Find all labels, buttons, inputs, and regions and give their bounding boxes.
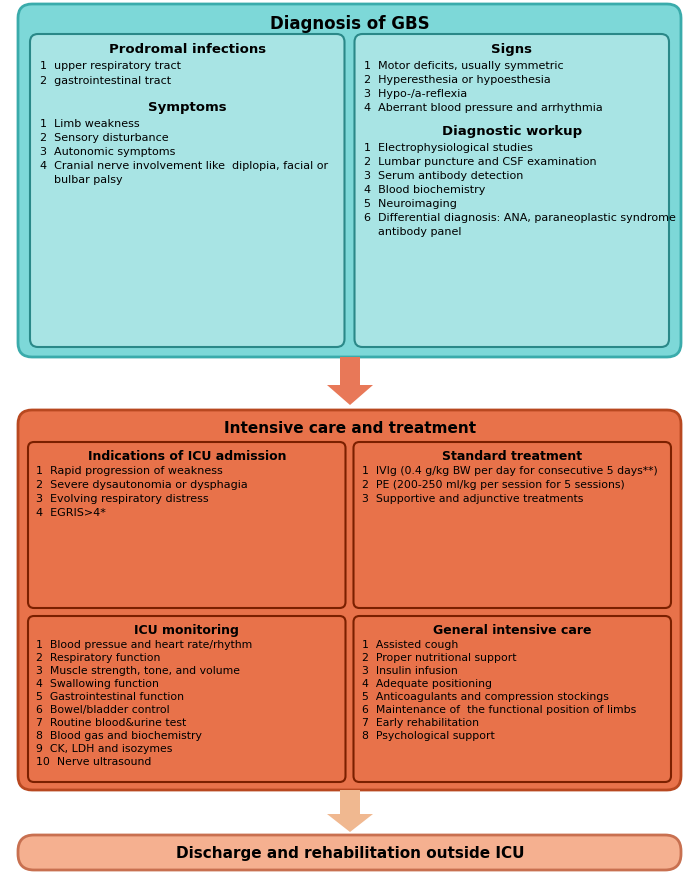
Text: 5  Anticoagulants and compression stockings: 5 Anticoagulants and compression stockin… <box>361 691 608 702</box>
Text: Standard treatment: Standard treatment <box>442 450 582 463</box>
Polygon shape <box>327 357 373 406</box>
Text: ICU monitoring: ICU monitoring <box>134 623 239 637</box>
Text: 9  CK, LDH and isozymes: 9 CK, LDH and isozymes <box>36 743 173 753</box>
Text: 3  Insulin infusion: 3 Insulin infusion <box>361 666 457 675</box>
Text: 10  Nerve ultrasound: 10 Nerve ultrasound <box>36 756 152 766</box>
FancyBboxPatch shape <box>354 443 671 608</box>
Text: Signs: Signs <box>491 43 532 56</box>
Text: 2  gastrointestinal tract: 2 gastrointestinal tract <box>40 76 171 86</box>
Text: Symptoms: Symptoms <box>148 101 226 114</box>
Text: Diagnostic workup: Diagnostic workup <box>442 125 582 138</box>
Text: 4  Aberrant blood pressure and arrhythmia: 4 Aberrant blood pressure and arrhythmia <box>364 103 603 113</box>
Text: 2  Sensory disturbance: 2 Sensory disturbance <box>40 133 168 143</box>
Text: 3  Autonomic symptoms: 3 Autonomic symptoms <box>40 147 175 157</box>
Text: 8  Psychological support: 8 Psychological support <box>361 730 494 740</box>
FancyBboxPatch shape <box>18 411 681 790</box>
Text: 1  Blood pressue and heart rate/rhythm: 1 Blood pressue and heart rate/rhythm <box>36 639 252 649</box>
Text: 7  Early rehabilitation: 7 Early rehabilitation <box>361 717 479 727</box>
Text: 3  Supportive and adjunctive treatments: 3 Supportive and adjunctive treatments <box>361 493 583 503</box>
Text: 3  Serum antibody detection: 3 Serum antibody detection <box>364 171 524 181</box>
Text: 3  Evolving respiratory distress: 3 Evolving respiratory distress <box>36 493 208 503</box>
Text: 6  Bowel/bladder control: 6 Bowel/bladder control <box>36 704 170 714</box>
Text: 4  Cranial nerve involvement like  diplopia, facial or: 4 Cranial nerve involvement like diplopi… <box>40 161 328 171</box>
Text: bulbar palsy: bulbar palsy <box>40 175 122 184</box>
Text: 4  Adequate positioning: 4 Adequate positioning <box>361 678 491 688</box>
Text: 6  Maintenance of  the functional position of limbs: 6 Maintenance of the functional position… <box>361 704 636 714</box>
FancyBboxPatch shape <box>354 616 671 782</box>
Text: 2  PE (200-250 ml/kg per session for 5 sessions): 2 PE (200-250 ml/kg per session for 5 se… <box>361 479 624 489</box>
Text: 1  Assisted cough: 1 Assisted cough <box>361 639 458 649</box>
Text: 1  upper respiratory tract: 1 upper respiratory tract <box>40 61 181 71</box>
FancyBboxPatch shape <box>354 35 669 348</box>
Polygon shape <box>327 790 373 832</box>
Text: antibody panel: antibody panel <box>364 227 462 237</box>
Text: 6  Differential diagnosis: ANA, paraneoplastic syndrome: 6 Differential diagnosis: ANA, paraneopl… <box>364 212 677 223</box>
Text: 4  Swallowing function: 4 Swallowing function <box>36 678 159 688</box>
FancyBboxPatch shape <box>18 835 681 870</box>
Text: 1  Electrophysiological studies: 1 Electrophysiological studies <box>364 143 533 153</box>
Text: 7  Routine blood&urine test: 7 Routine blood&urine test <box>36 717 186 727</box>
FancyBboxPatch shape <box>18 5 681 357</box>
Text: 1  Limb weakness: 1 Limb weakness <box>40 119 140 129</box>
Text: Intensive care and treatment: Intensive care and treatment <box>224 421 476 435</box>
Text: 1  IVIg (0.4 g/kg BW per day for consecutive 5 days**): 1 IVIg (0.4 g/kg BW per day for consecut… <box>361 465 657 476</box>
Text: Discharge and rehabilitation outside ICU: Discharge and rehabilitation outside ICU <box>175 845 524 860</box>
Text: 1  Motor deficits, usually symmetric: 1 Motor deficits, usually symmetric <box>364 61 564 71</box>
Text: Diagnosis of GBS: Diagnosis of GBS <box>271 15 430 33</box>
Text: Prodromal infections: Prodromal infections <box>108 43 266 56</box>
FancyBboxPatch shape <box>28 443 345 608</box>
Text: 3  Muscle strength, tone, and volume: 3 Muscle strength, tone, and volume <box>36 666 240 675</box>
FancyBboxPatch shape <box>28 616 345 782</box>
Text: General intensive care: General intensive care <box>433 623 591 637</box>
Text: 1  Rapid progression of weakness: 1 Rapid progression of weakness <box>36 465 223 476</box>
Text: Indications of ICU admission: Indications of ICU admission <box>87 450 286 463</box>
Text: 2  Hyperesthesia or hypoesthesia: 2 Hyperesthesia or hypoesthesia <box>364 75 552 85</box>
Text: 8  Blood gas and biochemistry: 8 Blood gas and biochemistry <box>36 730 202 740</box>
Text: 2  Respiratory function: 2 Respiratory function <box>36 652 160 662</box>
Text: 2  Severe dysautonomia or dysphagia: 2 Severe dysautonomia or dysphagia <box>36 479 247 489</box>
Text: 2  Proper nutritional support: 2 Proper nutritional support <box>361 652 516 662</box>
Text: 3  Hypo-/a-reflexia: 3 Hypo-/a-reflexia <box>364 89 468 99</box>
Text: 4  Blood biochemistry: 4 Blood biochemistry <box>364 184 486 195</box>
Text: 2  Lumbar puncture and CSF examination: 2 Lumbar puncture and CSF examination <box>364 157 597 167</box>
Text: 5  Gastrointestinal function: 5 Gastrointestinal function <box>36 691 184 702</box>
Text: 5  Neuroimaging: 5 Neuroimaging <box>364 198 457 209</box>
Text: 4  EGRIS>4*: 4 EGRIS>4* <box>36 507 106 517</box>
FancyBboxPatch shape <box>30 35 345 348</box>
